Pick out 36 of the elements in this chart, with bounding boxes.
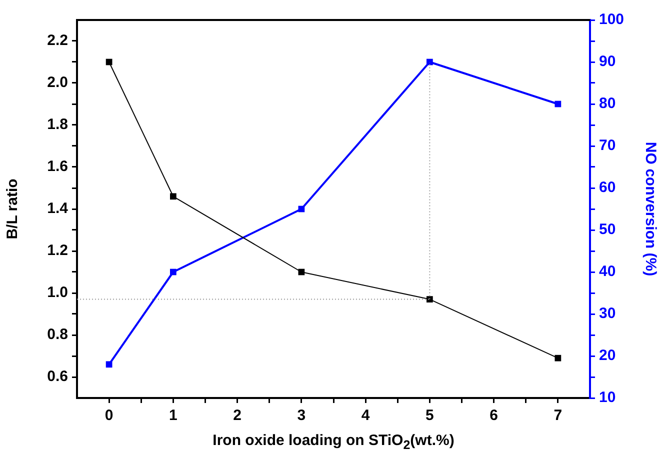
point (170, 268, 176, 276)
x-tick-label: 1 (169, 407, 178, 424)
point (426, 296, 433, 302)
y-tick-label: 0.6 (47, 368, 68, 386)
y-axis-title: B/L ratio (4, 178, 22, 240)
x-tick-label: 4 (361, 407, 370, 424)
x-tick-label: 7 (554, 407, 562, 424)
y2-tick-label: 100 (599, 11, 624, 28)
y-tick-label: 1.2 (47, 242, 68, 260)
y-tick-label: 2.2 (47, 32, 68, 50)
x-tick-label: 5 (426, 407, 434, 424)
point (426, 58, 433, 66)
y2-tick-label: 60 (599, 179, 616, 196)
y2-tick-label: 90 (599, 53, 616, 70)
y2-tick-label: 30 (599, 305, 616, 322)
y-tick-label: 0.8 (47, 326, 68, 344)
y2-tick-label: 80 (599, 95, 616, 112)
y2-tick-label: 70 (599, 137, 616, 154)
y-tick-label: 1.6 (47, 158, 68, 176)
x-tick-label: 2 (233, 407, 242, 424)
y2-tick-label: 10 (599, 389, 616, 406)
point (170, 193, 176, 200)
x-tick-label: 3 (297, 407, 306, 424)
x-tick-label: 6 (490, 407, 498, 424)
y2-tick-label: 50 (599, 221, 616, 238)
y-tick-label: 1.4 (47, 200, 69, 218)
y-tick-label: 2.0 (47, 74, 68, 92)
x-tick-label: 0 (104, 407, 114, 424)
x-axis-title: Iron oxide loading on STiO$_{2}$(wt.%) (212, 432, 456, 452)
y2-axis-title: NO conversion (%) (642, 142, 659, 276)
y2-tick-label: 20 (599, 347, 616, 364)
y-tick-label: 1.0 (47, 284, 68, 302)
y2-tick-label: 40 (599, 263, 616, 280)
point (106, 361, 112, 368)
point (554, 354, 562, 362)
y-tick-label: 1.8 (47, 116, 68, 134)
